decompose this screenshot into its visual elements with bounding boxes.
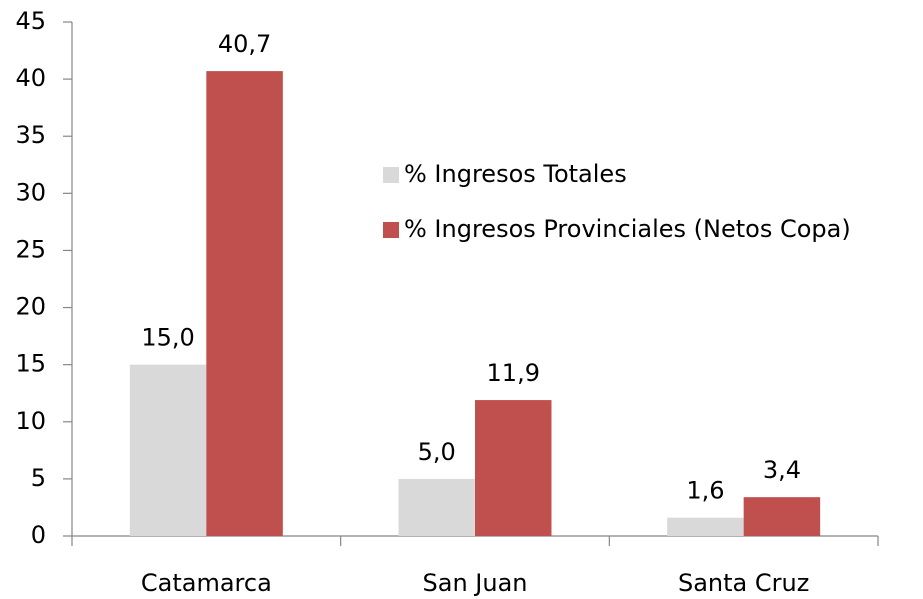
y-tick-label: 40	[15, 64, 46, 92]
x-tick-label: Catamarca	[141, 569, 272, 597]
value-label: 11,9	[487, 359, 540, 387]
value-label: 40,7	[218, 30, 271, 58]
x-tick-label: San Juan	[423, 569, 528, 597]
y-tick-label: 25	[15, 235, 46, 263]
legend-label: % Ingresos Totales	[404, 160, 627, 188]
bar	[129, 364, 207, 536]
bar	[475, 400, 552, 536]
bar	[398, 478, 475, 536]
value-label: 5,0	[418, 438, 456, 466]
bar	[743, 497, 821, 536]
legend-label: % Ingresos Provinciales (Netos Copa)	[404, 215, 851, 243]
y-tick-label: 30	[15, 178, 46, 206]
y-tick-label: 20	[15, 293, 46, 321]
legend-swatch	[383, 222, 399, 238]
y-tick-label: 45	[15, 7, 46, 35]
y-tick-label: 10	[15, 407, 46, 435]
value-label: 3,4	[763, 456, 801, 484]
value-label: 1,6	[686, 477, 724, 505]
bar	[206, 71, 283, 537]
value-label: 15,0	[141, 324, 194, 352]
x-tick-label: Santa Cruz	[678, 569, 809, 597]
y-tick-label: 5	[31, 464, 46, 492]
y-tick-label: 15	[15, 350, 46, 378]
y-tick-label: 35	[15, 121, 46, 149]
bar	[667, 517, 744, 536]
y-tick-label: 0	[31, 521, 46, 549]
legend-swatch	[383, 167, 399, 183]
